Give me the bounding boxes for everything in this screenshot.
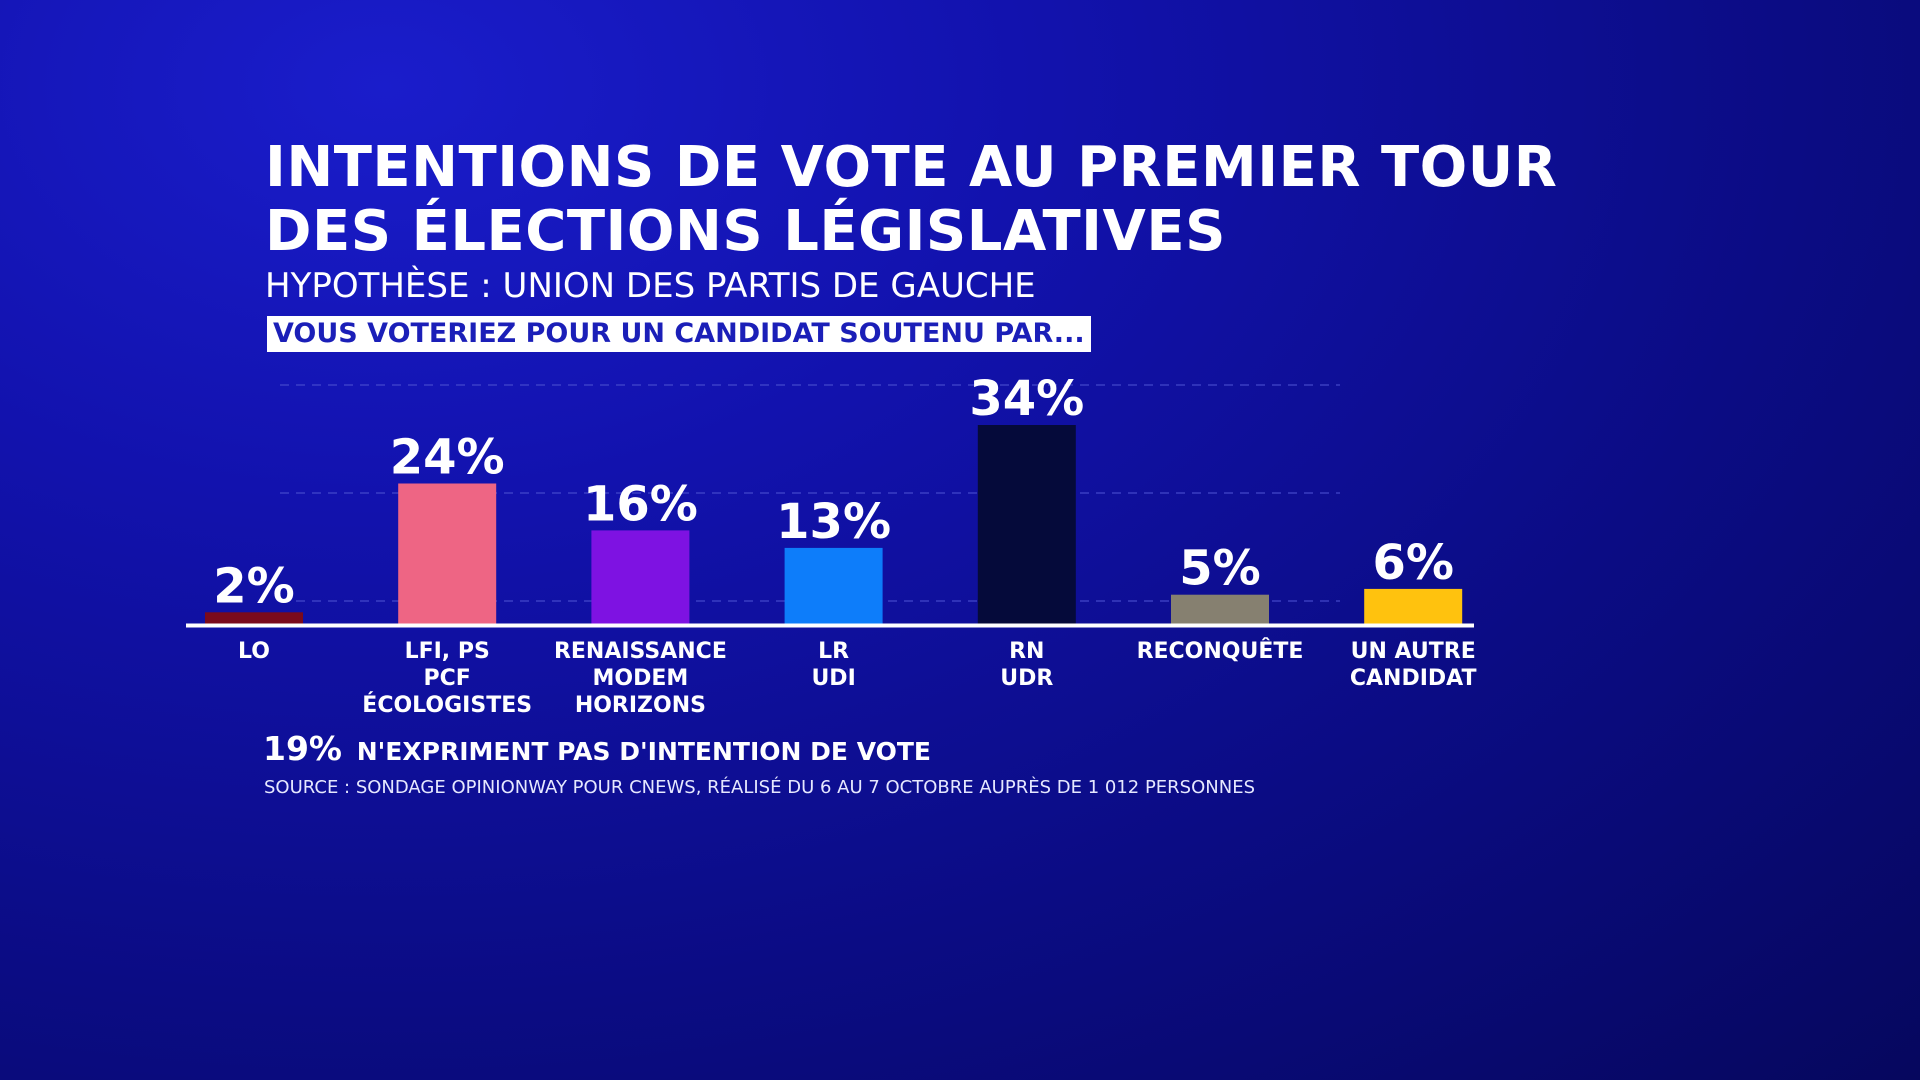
no-intention-value: 19% <box>263 729 342 768</box>
category-label-3: RENAISSANCE MODEM HORIZONS <box>554 639 727 718</box>
value-label-1: 2% <box>213 558 295 614</box>
category-label-5-line-2: UDR <box>1000 666 1053 691</box>
bar-7 <box>1364 588 1463 624</box>
no-intention-note: 19% N'EXPRIMENT PAS D'INTENTION DE VOTE <box>263 730 931 771</box>
bar-5 <box>977 425 1076 624</box>
bar-1 <box>205 612 303 624</box>
source-note: SOURCE : SONDAGE OPINIONWAY POUR CNEWS, … <box>264 777 1256 798</box>
bar-2 <box>398 483 497 624</box>
category-label-6-line-1: RECONQUÊTE <box>1137 638 1304 664</box>
value-label-5: 34% <box>969 371 1084 427</box>
category-label-2-line-1: LFI, PS <box>405 639 490 664</box>
category-label-3-line-1: RENAISSANCE <box>554 639 727 664</box>
category-label-3-line-3: HORIZONS <box>575 693 706 718</box>
category-label-6: RECONQUÊTE <box>1137 638 1304 664</box>
no-intention-text: N'EXPRIMENT PAS D'INTENTION DE VOTE <box>356 737 931 766</box>
category-label-4-line-1: LR <box>818 639 849 664</box>
category-label-7: UN AUTRE CANDIDAT <box>1350 639 1477 691</box>
value-label-7: 6% <box>1372 535 1454 591</box>
chart-title-line-2: DES ÉLECTIONS LÉGISLATIVES <box>265 199 1226 264</box>
category-label-5: RN UDR <box>1000 639 1053 691</box>
value-label-2: 24% <box>390 430 505 486</box>
bar-3 <box>591 530 690 624</box>
category-label-4: LR UDI <box>811 639 855 691</box>
category-label-1-line-1: LO <box>238 639 270 664</box>
category-label-5-line-1: RN <box>1009 639 1044 664</box>
bar-6 <box>1171 594 1269 624</box>
category-label-2-line-3: ÉCOLOGISTES <box>362 692 532 718</box>
category-label-2: LFI, PS PCF ÉCOLOGISTES <box>362 639 532 718</box>
category-label-7-line-1: UN AUTRE <box>1351 639 1476 664</box>
category-label-4-line-2: UDI <box>811 666 855 691</box>
value-label-6: 5% <box>1179 541 1261 597</box>
value-label-4: 13% <box>776 494 891 550</box>
category-label-3-line-2: MODEM <box>593 666 689 691</box>
value-label-3: 16% <box>583 476 698 532</box>
category-label-1: LO <box>238 639 270 664</box>
question-banner: VOUS VOTERIEZ POUR UN CANDIDAT SOUTENU P… <box>267 316 1091 352</box>
category-label-2-line-2: PCF <box>424 666 471 691</box>
bar-4 <box>784 547 883 624</box>
category-label-7-line-2: CANDIDAT <box>1350 666 1477 691</box>
chart-title-line-1: INTENTIONS DE VOTE AU PREMIER TOUR <box>265 135 1558 200</box>
chart-subtitle: HYPOTHÈSE : UNION DES PARTIS DE GAUCHE <box>265 266 1036 306</box>
